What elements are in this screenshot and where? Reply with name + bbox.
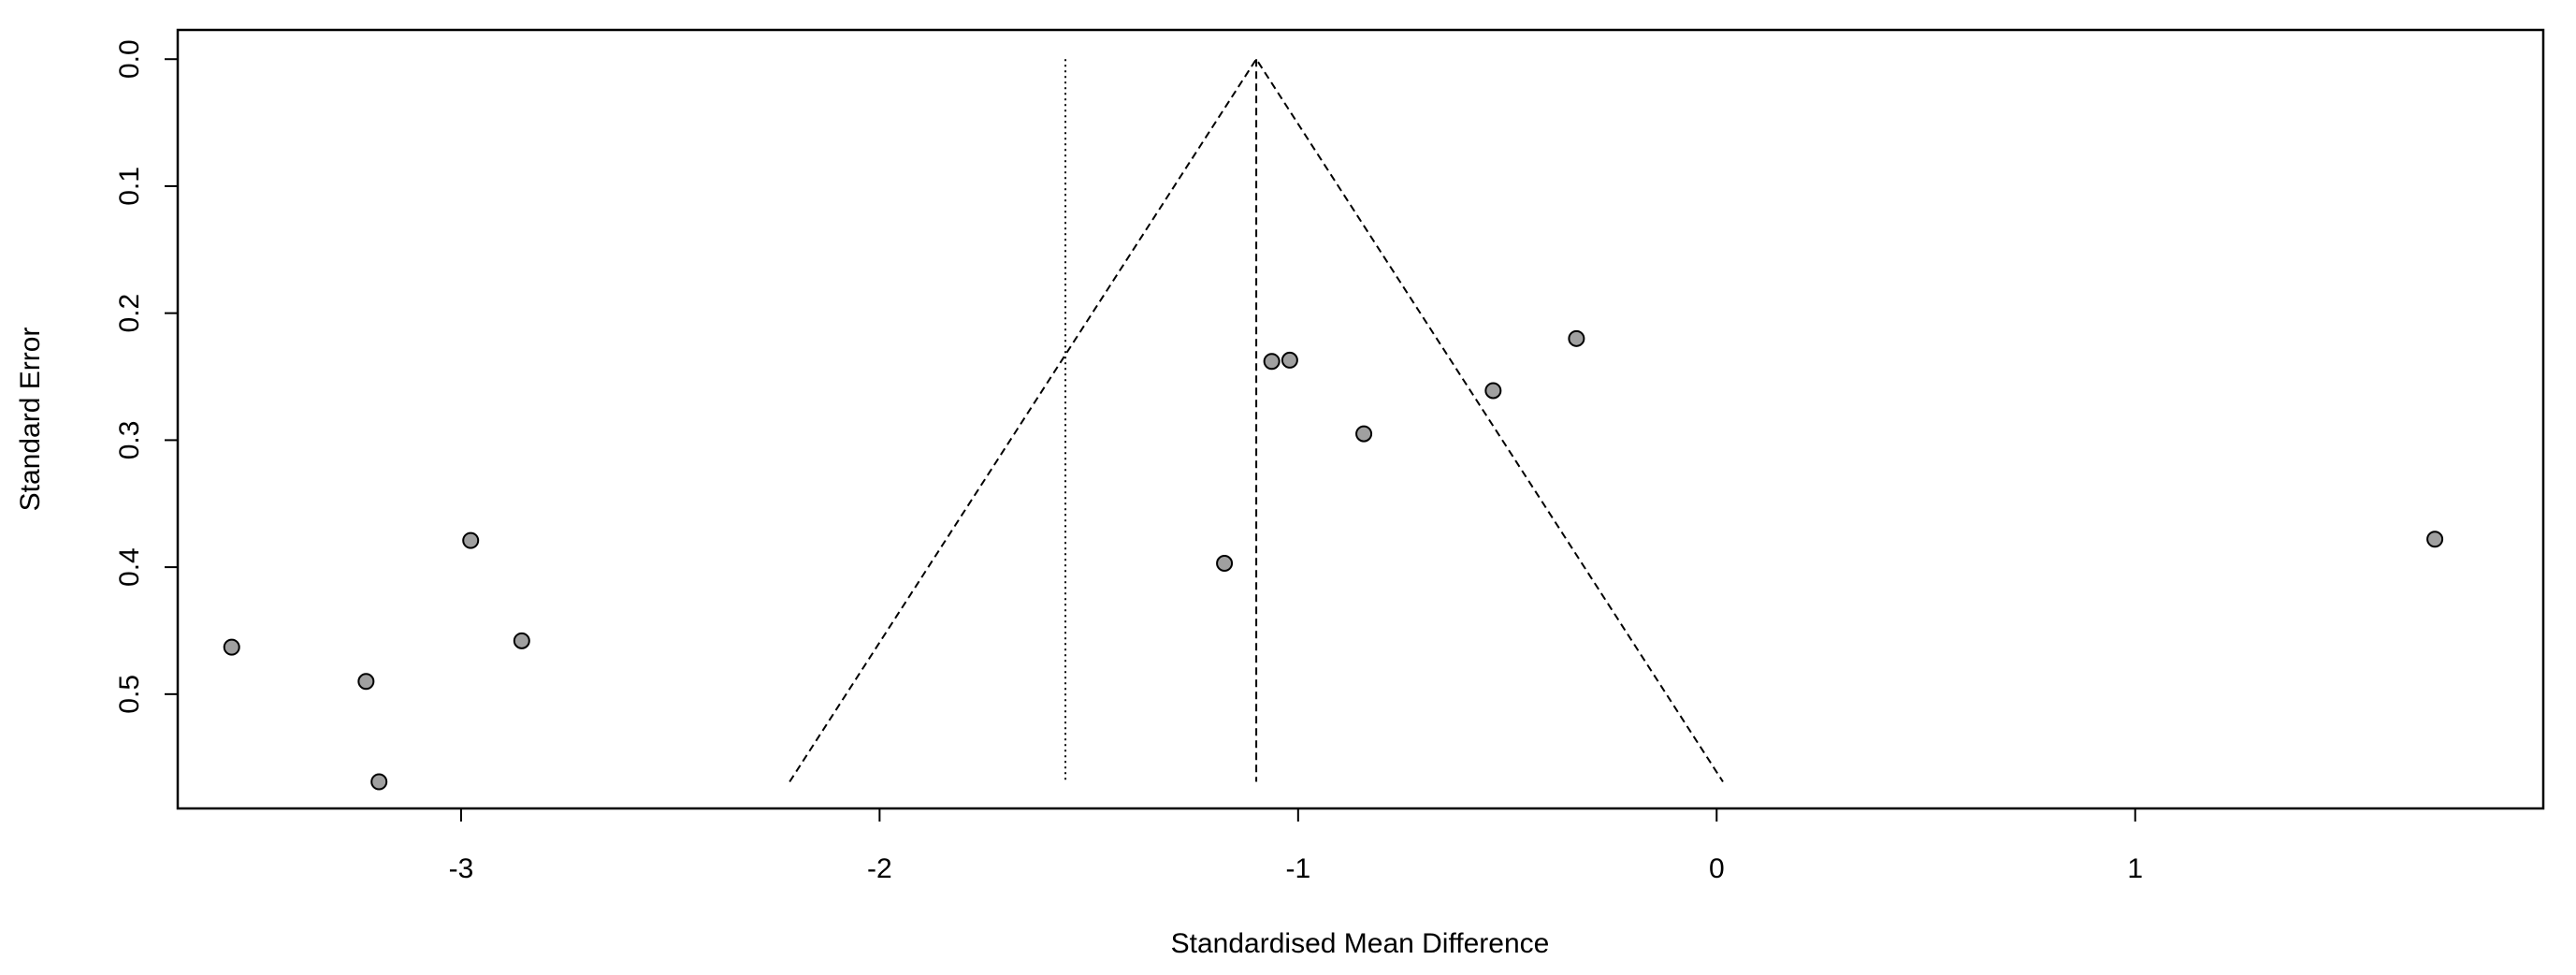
y-tick-label: 0.1 <box>114 167 145 206</box>
study-point <box>1263 353 1281 371</box>
x-axis-label: Standardised Mean Difference <box>1171 928 1550 959</box>
study-point <box>223 638 240 656</box>
study-point <box>2426 531 2444 548</box>
funnel-line <box>789 57 1724 783</box>
plot-box <box>176 28 2545 810</box>
study-point <box>1355 425 1373 443</box>
x-tick-label: -1 <box>1285 853 1310 884</box>
y-tick-label: 0.3 <box>114 421 145 460</box>
y-tick-label: 0.5 <box>114 675 145 714</box>
study-point <box>1281 351 1298 369</box>
x-tick-label: 0 <box>1709 853 1725 884</box>
study-point <box>1484 382 1502 400</box>
study-point <box>513 632 530 649</box>
y-tick-label: 0.4 <box>114 547 145 587</box>
y-axis-label: Standard Error <box>15 327 46 512</box>
study-point <box>370 773 388 791</box>
x-tick-label: -3 <box>449 853 474 884</box>
x-tick-label: -2 <box>867 853 892 884</box>
study-point <box>462 531 480 549</box>
study-point <box>1568 329 1585 347</box>
study-point <box>1216 555 1234 573</box>
y-tick-label: 0.2 <box>114 294 145 333</box>
x-tick-label: 1 <box>2127 853 2143 884</box>
study-point <box>357 673 375 691</box>
y-tick-label: 0.0 <box>114 39 145 79</box>
